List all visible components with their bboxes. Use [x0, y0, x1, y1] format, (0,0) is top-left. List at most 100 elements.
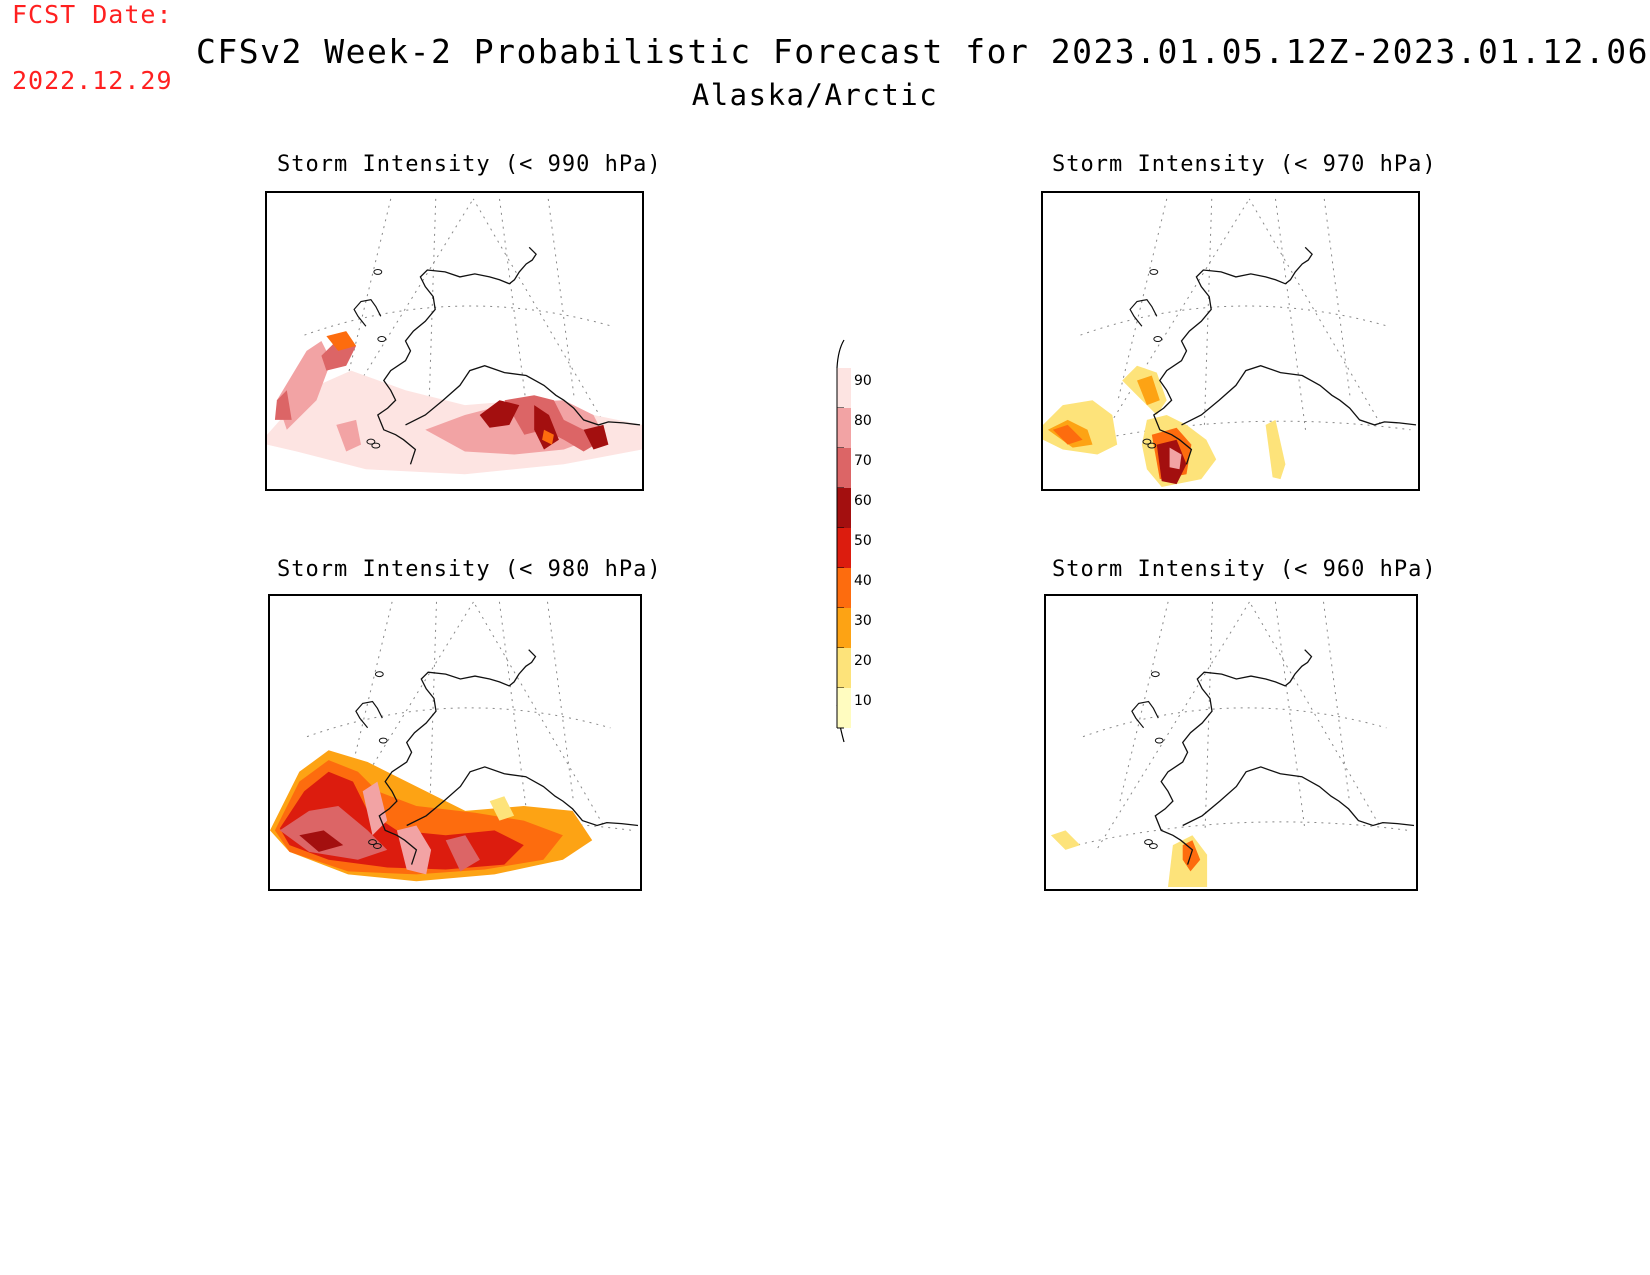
- colorbar-label-60: 60: [854, 493, 872, 509]
- alaska-west-coastline: [378, 649, 537, 865]
- panel-title-960: Storm Intensity (< 960 hPa): [1052, 557, 1437, 582]
- graticule-line: [1064, 821, 1409, 849]
- map-panel-960: [1044, 594, 1418, 891]
- graticule-line: [473, 601, 604, 825]
- map-panel-990: [265, 191, 644, 491]
- prob-area-20: [1265, 419, 1286, 480]
- page-title: CFSv2 Week-2 Probabilistic Forecast for …: [196, 32, 1650, 71]
- panel-title-980: Storm Intensity (< 980 hPa): [277, 557, 662, 582]
- prob-area-80: [336, 419, 361, 452]
- graticule-line: [1249, 601, 1380, 825]
- colorbar-label-80: 80: [854, 413, 872, 429]
- prob-area-30: [1137, 375, 1160, 406]
- alaska-south-coastline: [1182, 766, 1415, 827]
- chukotka-coastline: [353, 298, 382, 327]
- graticule-line: [498, 601, 530, 831]
- graticule-line: [1323, 198, 1351, 401]
- chukotka-coastline: [1129, 298, 1158, 327]
- graticule-line: [1095, 198, 1250, 448]
- alaska-south-coastline: [406, 766, 639, 827]
- island-outline: [372, 843, 382, 849]
- graticule-line: [428, 601, 437, 831]
- alaska-west-coastline: [377, 246, 537, 465]
- alaska-south-coastline: [1181, 365, 1417, 426]
- graticule-line: [472, 198, 605, 425]
- island-outline: [1148, 843, 1158, 849]
- colorbar-segment-50: [837, 528, 851, 568]
- alaska-west-coastline: [1153, 246, 1313, 465]
- island-outline: [1144, 839, 1153, 846]
- prob-area-40: [326, 331, 357, 351]
- graticule-line: [1323, 601, 1350, 802]
- island-outline: [1147, 442, 1157, 449]
- chukotka-coastline: [1131, 700, 1159, 729]
- forecast-date-value: 2022.12.29: [12, 66, 173, 95]
- colorbar-segment-60: [837, 488, 851, 528]
- colorbar-segment-20: [837, 648, 851, 688]
- region-subtitle: Alaska/Arctic: [691, 78, 939, 112]
- probability-colorbar: 90 80 70 60 50 40 30 20 10: [836, 339, 872, 743]
- colorbar-label-10: 10: [854, 693, 872, 709]
- colorbar-top-tip: [836, 339, 845, 369]
- alaska-south-coastline: [405, 365, 641, 426]
- colorbar-label-20: 20: [854, 653, 872, 669]
- prob-area-40: [1182, 840, 1201, 872]
- prob-area-70: [274, 390, 292, 420]
- colorbar-segment-80: [837, 408, 851, 448]
- prob-area-70: [445, 835, 480, 872]
- prob-area-60: [299, 830, 344, 852]
- island-outline: [371, 442, 381, 449]
- graticule-line: [1274, 601, 1306, 831]
- island-outline: [1154, 737, 1164, 744]
- colorbar-label-30: 30: [854, 613, 872, 629]
- graticule-line: [1097, 601, 1250, 849]
- prob-area-70: [504, 395, 604, 452]
- colorbar-segment-40: [837, 568, 851, 608]
- prob-area-20: [489, 796, 515, 821]
- colorbar-segment-70: [837, 448, 851, 488]
- colorbar-segment-30: [837, 608, 851, 648]
- graticule-line: [1203, 198, 1213, 430]
- chukotka-coastline: [355, 700, 383, 729]
- prob-area-80: [396, 825, 432, 875]
- graticule-line: [547, 198, 575, 401]
- graticule-line: [1119, 601, 1169, 802]
- graticule-line: [1082, 707, 1387, 738]
- colorbar-label-70: 70: [854, 453, 872, 469]
- prob-area-40: [1052, 424, 1083, 445]
- graticule-line: [1275, 198, 1306, 430]
- island-outline: [373, 268, 383, 275]
- graticule-line: [341, 198, 392, 401]
- colorbar-segment-90: [837, 368, 851, 408]
- colorbar-label-40: 40: [854, 573, 872, 589]
- panel-title-990: Storm Intensity (< 990 hPa): [277, 152, 662, 177]
- graticule-line: [306, 707, 611, 738]
- prob-area-40: [542, 429, 554, 445]
- prob-area-80: [1169, 447, 1182, 470]
- graticule-line: [547, 601, 574, 802]
- prob-area-60: [479, 400, 520, 428]
- island-outline: [374, 671, 384, 678]
- island-outline: [377, 336, 387, 342]
- prob-area-80: [276, 341, 332, 430]
- prob-area-20: [1050, 830, 1081, 850]
- colorbar-label-50: 50: [854, 533, 872, 549]
- island-outline: [378, 737, 388, 744]
- graticule-line: [1080, 305, 1389, 336]
- alaska-west-coastline: [1154, 649, 1313, 865]
- graticule-line: [304, 305, 613, 336]
- island-outline: [1153, 336, 1163, 342]
- graticule-line: [427, 198, 437, 430]
- graticule-line: [499, 198, 530, 430]
- graticule-line: [1248, 198, 1381, 425]
- map-panel-970: [1041, 191, 1420, 491]
- graticule-line: [1204, 601, 1213, 831]
- island-outline: [1150, 671, 1160, 678]
- prob-area-60: [583, 424, 609, 450]
- map-panel-980: [268, 594, 642, 891]
- colorbar-label-90: 90: [854, 373, 872, 389]
- prob-area-70: [279, 806, 388, 860]
- island-outline: [366, 438, 376, 445]
- forecast-date-label: FCST Date:: [12, 0, 173, 29]
- island-outline: [1142, 438, 1152, 445]
